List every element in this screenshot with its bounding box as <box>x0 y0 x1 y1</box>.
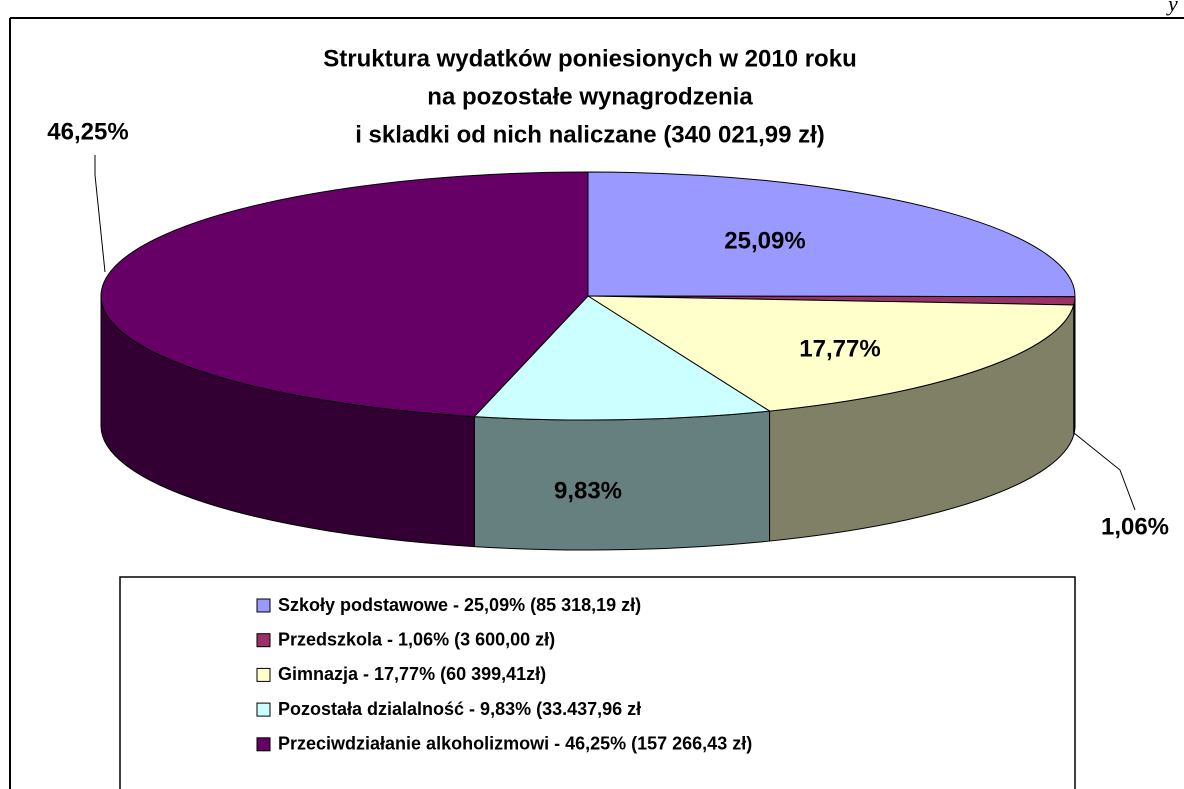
legend-swatch <box>256 633 271 648</box>
legend-label: Pozostała dzialalność - 9,83% (33.437,96… <box>278 699 641 719</box>
legend-label: Przeciwdziałanie alkoholizmowi - 46,25% … <box>278 734 752 754</box>
leader-line <box>94 155 106 273</box>
pie-slice <box>100 171 589 418</box>
legend-label: Szkoły podstawowe - 25,09% (85 318,19 zł… <box>278 595 641 615</box>
pie-slice <box>473 295 772 421</box>
chart-title: Struktura wydatków poniesionych w 2010 r… <box>323 45 856 72</box>
legend-label: Gimnazja - 17,77% (60 399,41zł) <box>278 664 546 684</box>
legend-box <box>119 576 1076 789</box>
corner-text: y <box>1166 0 1178 16</box>
pie-slice <box>586 295 1075 412</box>
data-label: 25,09% <box>724 227 805 254</box>
pie-slice <box>587 171 1076 298</box>
legend-swatch <box>256 737 271 752</box>
data-label: 17,77% <box>799 335 880 362</box>
chart-title: na pozostałe wynagrodzenia <box>427 83 753 110</box>
legend-swatch <box>256 667 271 682</box>
legend-swatch <box>256 598 271 613</box>
leader-line <box>1073 432 1136 511</box>
data-label: 9,83% <box>554 477 622 504</box>
data-label: 1,06% <box>1101 513 1169 540</box>
chart-title: i skladki od nich naliczane (340 021,99 … <box>355 121 825 148</box>
data-label: 46,25% <box>47 118 128 145</box>
legend-label: Przedszkola - 1,06% (3 600,00 zł) <box>278 629 555 649</box>
legend-swatch <box>256 702 271 717</box>
